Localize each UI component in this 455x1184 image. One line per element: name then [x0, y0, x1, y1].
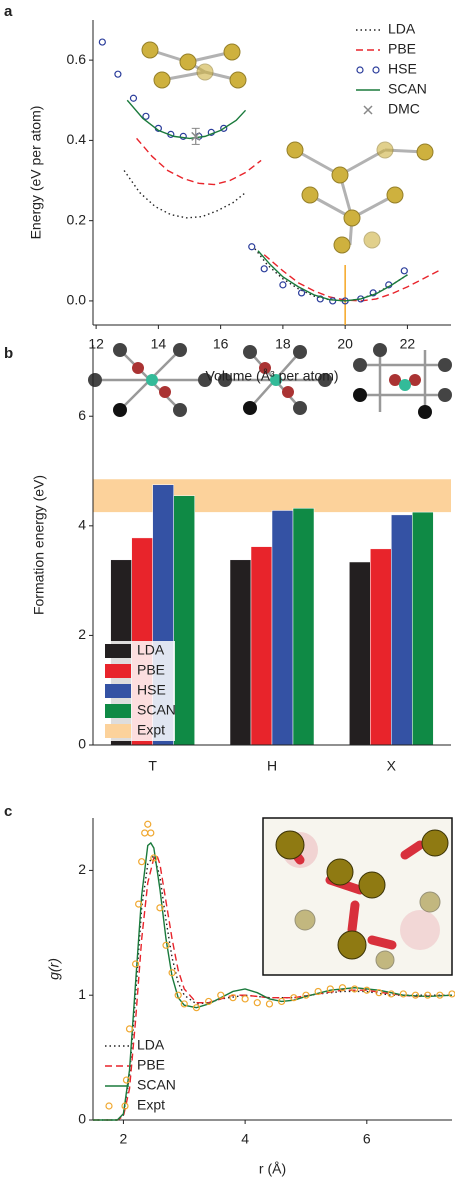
legend-label: LDA	[388, 21, 416, 37]
data-point	[142, 830, 148, 836]
series-line	[137, 138, 262, 184]
inset-c	[263, 818, 452, 975]
data-point	[401, 268, 407, 274]
figure: a0.00.20.40.6121416182022Energy (eV per …	[0, 0, 455, 1184]
data-point	[145, 821, 151, 827]
data-point	[133, 961, 139, 967]
legend-label: HSE	[388, 61, 417, 77]
legend-label: DMC	[388, 101, 420, 117]
data-point	[249, 244, 255, 250]
y-tick-label: 0.4	[67, 131, 87, 147]
y-tick-label: 0.6	[67, 51, 87, 67]
y-tick-label: 0.0	[67, 292, 87, 308]
series-line	[255, 249, 408, 301]
x-tick-label: 12	[88, 336, 104, 352]
bar	[349, 562, 370, 745]
x-tick-label: X	[387, 758, 397, 774]
legend-swatch	[106, 1103, 112, 1109]
legend-label: PBE	[388, 41, 416, 57]
data-point	[266, 1001, 272, 1007]
x-tick-label: 22	[400, 336, 416, 352]
x-tick-label: 14	[151, 336, 167, 352]
data-point	[139, 859, 145, 865]
series-line	[127, 100, 245, 138]
x-axis-label: Volume (Å³ per atom)	[205, 368, 338, 384]
band	[93, 479, 451, 512]
x-tick-label: 6	[363, 1131, 371, 1147]
y-axis-label: Formation energy (eV)	[31, 475, 47, 615]
y-tick-label: 0	[78, 736, 86, 752]
y-tick-label: 0	[78, 1111, 86, 1127]
bar	[293, 508, 314, 745]
legend-swatch	[105, 724, 131, 738]
legend-label: Expt	[137, 1097, 165, 1113]
bar	[230, 560, 251, 745]
panel-label: c	[4, 803, 12, 820]
y-tick-label: 0.2	[67, 211, 87, 227]
legend-label: PBE	[137, 1057, 165, 1073]
data-point	[242, 996, 248, 1002]
y-tick-label: 1	[78, 986, 86, 1002]
y-tick-label: 4	[78, 517, 86, 533]
x-tick-label: H	[267, 758, 277, 774]
y-tick-label: 6	[78, 407, 86, 423]
data-point	[148, 830, 154, 836]
data-point	[254, 1000, 260, 1006]
bar	[272, 510, 293, 745]
bar	[370, 549, 391, 745]
x-tick-label: 18	[275, 336, 291, 352]
legend-swatch	[373, 67, 379, 73]
data-point	[280, 282, 286, 288]
y-tick-label: 2	[78, 626, 86, 642]
y-tick-label: 2	[78, 861, 86, 877]
data-point	[400, 991, 406, 997]
series-line	[124, 170, 245, 217]
legend-label: SCAN	[388, 81, 427, 97]
legend-swatch	[357, 67, 363, 73]
bar	[412, 512, 433, 745]
data-point	[127, 1026, 133, 1032]
legend-label: SCAN	[137, 1077, 176, 1093]
data-point	[130, 95, 136, 101]
data-point	[327, 986, 333, 992]
panel-label: b	[4, 345, 13, 362]
legend-label: HSE	[137, 682, 166, 698]
x-tick-label: 16	[213, 336, 229, 352]
data-point	[115, 71, 121, 77]
x-tick-label: 20	[337, 336, 353, 352]
bar	[391, 515, 412, 745]
data-point	[261, 266, 267, 272]
y-axis-label: g(r)	[46, 958, 62, 980]
data-point	[99, 39, 105, 45]
x-axis-label: r (Å)	[259, 1161, 286, 1177]
x-tick-label: 4	[241, 1131, 249, 1147]
x-tick-label: T	[148, 758, 157, 774]
legend-swatch	[105, 684, 131, 698]
data-point	[181, 1001, 187, 1007]
legend-swatch	[364, 106, 372, 114]
legend-swatch	[105, 664, 131, 678]
data-point	[449, 991, 455, 997]
legend-label: LDA	[137, 642, 165, 658]
series-line	[264, 255, 438, 301]
legend-label: Expt	[137, 722, 165, 738]
legend-swatch	[105, 704, 131, 718]
y-axis-label: Energy (eV per atom)	[28, 106, 44, 240]
legend-label: LDA	[137, 1037, 165, 1053]
panel-label: a	[4, 3, 13, 20]
legend-label: PBE	[137, 662, 165, 678]
bar	[174, 496, 195, 745]
legend-label: SCAN	[137, 702, 176, 718]
data-point	[330, 298, 336, 304]
legend-swatch	[105, 644, 131, 658]
bar	[251, 547, 272, 745]
x-tick-label: 2	[120, 1131, 128, 1147]
